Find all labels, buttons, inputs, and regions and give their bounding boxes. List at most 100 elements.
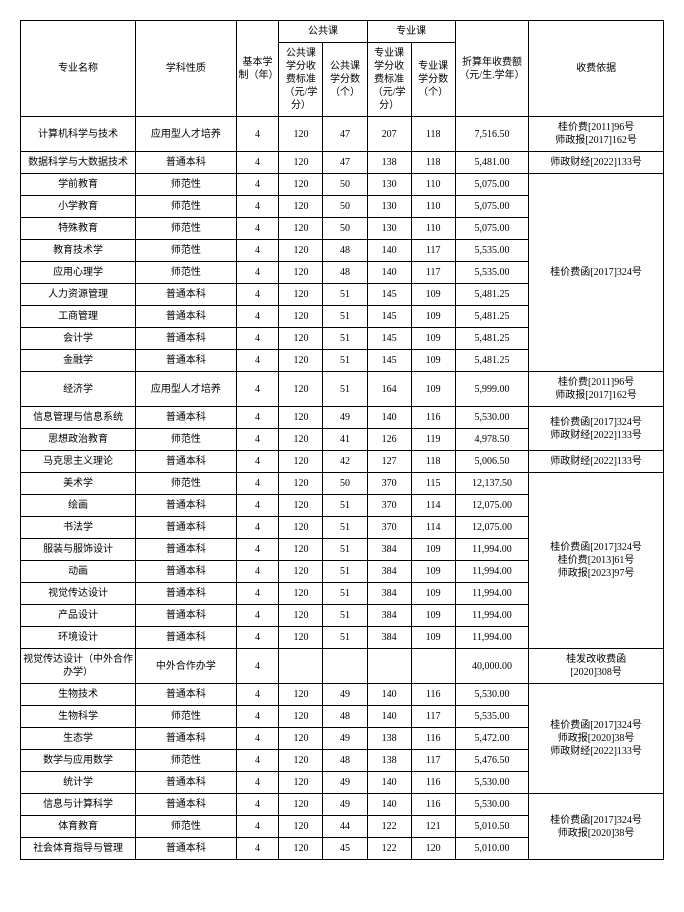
cell-pub_credits: 51 [323,495,367,517]
cell-pub_fee: 120 [279,240,323,262]
cell-basis: 桂发改收费函 [2020]308号 [529,649,664,684]
cell-pub_credits: 50 [323,174,367,196]
cell-pub_fee: 120 [279,561,323,583]
cell-major: 教育技术学 [21,240,136,262]
cell-pro_fee: 145 [367,284,411,306]
cell-basis: 桂价费[2011]96号 师政报[2017]162号 [529,372,664,407]
cell-major: 数据科学与大数据技术 [21,152,136,174]
cell-pub_credits: 45 [323,838,367,860]
cell-type: 师范性 [136,816,236,838]
cell-annual: 5,481.25 [455,328,528,350]
table-row: 学前教育师范性4120501301105,075.00桂价费函[2017]324… [21,174,664,196]
cell-pro_credits: 109 [411,561,455,583]
cell-pub_credits: 51 [323,350,367,372]
cell-years: 4 [236,706,279,728]
table-row: 数据科学与大数据技术普通本科4120471381185,481.00师政财经[2… [21,152,664,174]
cell-type: 普通本科 [136,306,236,328]
cell-pub_credits: 48 [323,240,367,262]
cell-annual: 5,999.00 [455,372,528,407]
cell-pro_credits: 117 [411,262,455,284]
cell-pro_credits: 121 [411,816,455,838]
header-pro-group: 专业课 [367,21,455,43]
cell-annual: 5,075.00 [455,174,528,196]
cell-type: 师范性 [136,429,236,451]
cell-pub_fee: 120 [279,218,323,240]
cell-years: 4 [236,473,279,495]
cell-pro_fee: 127 [367,451,411,473]
cell-major: 环境设计 [21,627,136,649]
cell-type: 师范性 [136,240,236,262]
cell-type: 普通本科 [136,495,236,517]
cell-pro_fee: 122 [367,838,411,860]
cell-pro_credits: 118 [411,117,455,152]
cell-major: 思想政治教育 [21,429,136,451]
cell-pro_fee: 384 [367,605,411,627]
cell-years: 4 [236,750,279,772]
cell-pub_credits: 42 [323,451,367,473]
cell-annual: 5,476.50 [455,750,528,772]
cell-pub_credits: 47 [323,152,367,174]
cell-type: 普通本科 [136,451,236,473]
cell-pro_fee: 140 [367,407,411,429]
cell-years: 4 [236,306,279,328]
cell-years: 4 [236,561,279,583]
cell-major: 书法学 [21,517,136,539]
table-row: 生物技术普通本科4120491401165,530.00桂价费函[2017]32… [21,684,664,706]
cell-pro_fee: 145 [367,350,411,372]
cell-pro_fee: 126 [367,429,411,451]
cell-pro_credits: 114 [411,495,455,517]
cell-pro_credits: 114 [411,517,455,539]
cell-pro_fee: 130 [367,196,411,218]
cell-basis: 桂价费函[2017]324号 师政报[2020]38号 [529,794,664,860]
cell-pub_credits: 49 [323,772,367,794]
cell-pro_fee: 140 [367,794,411,816]
table-row: 美术学师范性41205037011512,137.50桂价费函[2017]324… [21,473,664,495]
cell-pub_fee: 120 [279,684,323,706]
cell-type: 普通本科 [136,838,236,860]
cell-annual: 12,137.50 [455,473,528,495]
cell-pub_credits: 50 [323,218,367,240]
cell-type: 师范性 [136,473,236,495]
cell-pub_credits: 51 [323,583,367,605]
cell-pro_credits: 116 [411,794,455,816]
header-annual: 折算年收费额（元/生.学年） [455,21,528,117]
cell-pub_credits: 51 [323,627,367,649]
cell-annual: 40,000.00 [455,649,528,684]
cell-pub_credits [323,649,367,684]
cell-pub_credits: 41 [323,429,367,451]
cell-pub_credits: 48 [323,262,367,284]
cell-major: 数学与应用数学 [21,750,136,772]
cell-type: 普通本科 [136,605,236,627]
cell-type: 普通本科 [136,152,236,174]
cell-pub_credits: 51 [323,372,367,407]
cell-years: 4 [236,605,279,627]
cell-annual: 5,530.00 [455,684,528,706]
cell-pro_credits: 116 [411,407,455,429]
cell-pro_credits: 109 [411,350,455,372]
cell-type: 普通本科 [136,517,236,539]
cell-pro_fee: 370 [367,517,411,539]
cell-pub_credits: 47 [323,117,367,152]
cell-type: 应用型人才培养 [136,372,236,407]
cell-annual: 5,530.00 [455,794,528,816]
cell-pub_credits: 49 [323,407,367,429]
cell-pro_credits: 120 [411,838,455,860]
cell-pro_fee: 207 [367,117,411,152]
cell-type: 普通本科 [136,772,236,794]
cell-years: 4 [236,284,279,306]
cell-annual: 5,010.00 [455,838,528,860]
cell-major: 应用心理学 [21,262,136,284]
cell-annual: 5,481.25 [455,350,528,372]
cell-type: 师范性 [136,218,236,240]
cell-pro_credits: 110 [411,196,455,218]
cell-pro_fee: 130 [367,218,411,240]
cell-major: 生物技术 [21,684,136,706]
table-row: 马克思主义理论普通本科4120421271185,006.50师政财经[2022… [21,451,664,473]
cell-type: 师范性 [136,196,236,218]
cell-type: 普通本科 [136,407,236,429]
cell-years: 4 [236,117,279,152]
cell-pro_fee: 140 [367,772,411,794]
cell-pub_fee: 120 [279,627,323,649]
cell-major: 动画 [21,561,136,583]
cell-pro_credits: 115 [411,473,455,495]
